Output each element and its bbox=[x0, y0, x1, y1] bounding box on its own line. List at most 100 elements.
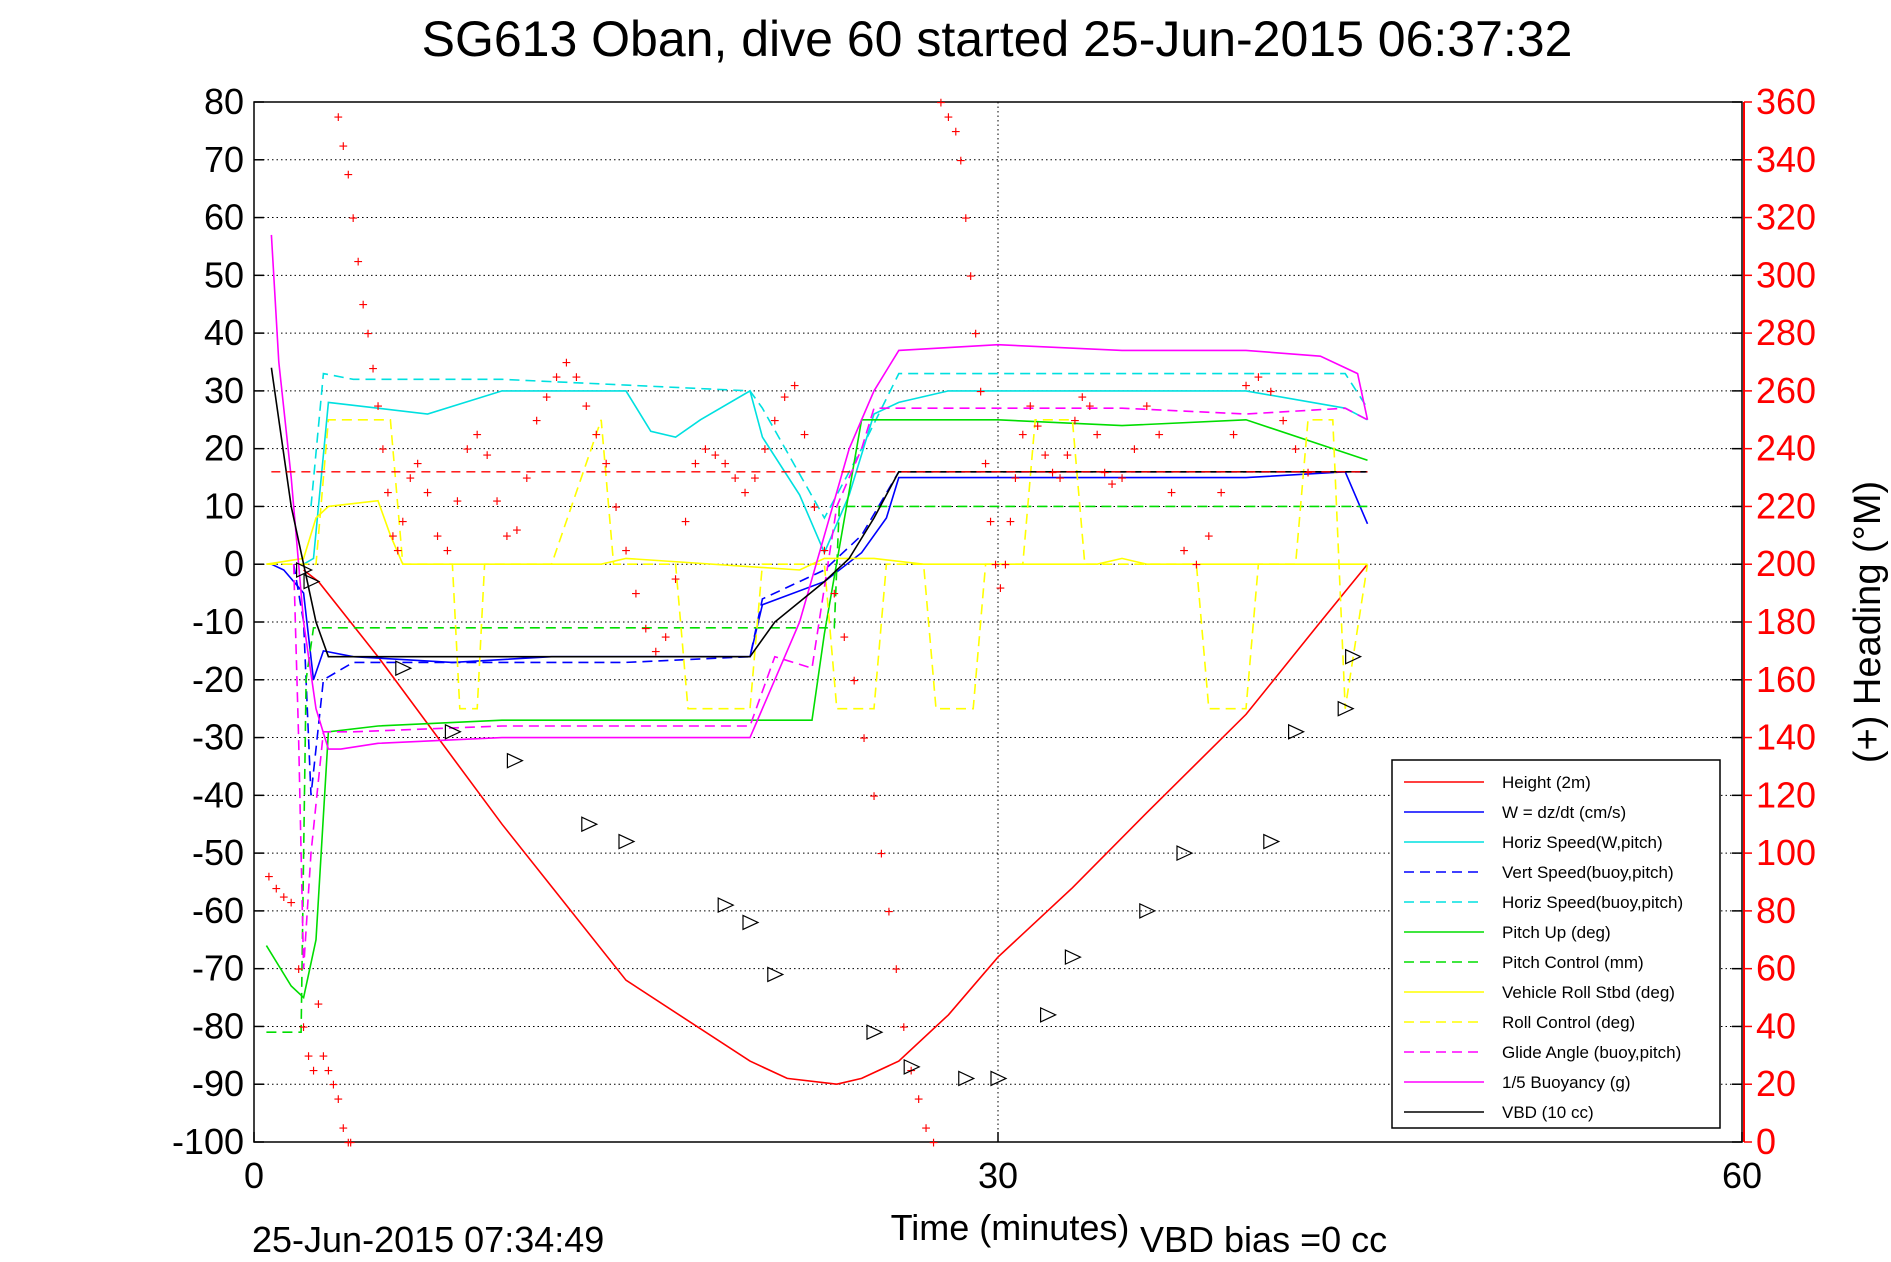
heading-point: + bbox=[991, 557, 1000, 574]
heading-point: + bbox=[264, 869, 273, 886]
heading-point: + bbox=[790, 378, 799, 395]
y-right-tick-label: 360 bbox=[1756, 81, 1816, 122]
heading-point: + bbox=[344, 1135, 353, 1152]
legend-label: Pitch Up (deg) bbox=[1502, 923, 1611, 942]
y-tick-label: 70 bbox=[204, 139, 244, 180]
triangle-marker bbox=[444, 723, 462, 740]
heading-point: + bbox=[532, 413, 541, 430]
y-tick-label: -10 bbox=[192, 601, 244, 642]
y-tick-label: 80 bbox=[204, 81, 244, 122]
y-right-tick-label: 180 bbox=[1756, 601, 1816, 642]
y-right-tick-label: 300 bbox=[1756, 254, 1816, 295]
heading-point: + bbox=[1363, 0, 1372, 4]
y-tick-label: -40 bbox=[192, 774, 244, 815]
heading-point: + bbox=[892, 962, 901, 979]
heading-point: + bbox=[929, 1135, 938, 1152]
heading-point: + bbox=[1107, 476, 1116, 493]
y-tick-label: -100 bbox=[172, 1121, 244, 1162]
heading-point: + bbox=[721, 456, 730, 473]
heading-point: + bbox=[800, 427, 809, 444]
heading-point: + bbox=[956, 153, 965, 170]
y-right-tick-label: 60 bbox=[1756, 948, 1796, 989]
triangle-marker bbox=[1176, 845, 1194, 862]
heading-point: + bbox=[884, 904, 893, 921]
heading-point: + bbox=[810, 499, 819, 516]
y-tick-label: -60 bbox=[192, 890, 244, 931]
legend-label: Pitch Control (mm) bbox=[1502, 953, 1644, 972]
y-tick-label: 10 bbox=[204, 485, 244, 526]
triangle-marker bbox=[1337, 700, 1355, 717]
heading-point: + bbox=[349, 211, 358, 228]
heading-point: + bbox=[1155, 427, 1164, 444]
heading-point: + bbox=[393, 543, 402, 560]
heading-point: + bbox=[443, 543, 452, 560]
heading-point: + bbox=[453, 494, 462, 511]
heading-point: + bbox=[601, 456, 610, 473]
heading-point: + bbox=[309, 1063, 318, 1080]
heading-point: + bbox=[562, 355, 571, 372]
heading-point: + bbox=[383, 485, 392, 502]
heading-point: + bbox=[961, 211, 970, 228]
y-tick-label: 20 bbox=[204, 428, 244, 469]
heading-point: + bbox=[1241, 378, 1250, 395]
triangle-marker bbox=[303, 573, 321, 590]
triangle-marker bbox=[717, 897, 735, 914]
heading-point: + bbox=[899, 1019, 908, 1036]
triangle-marker bbox=[395, 660, 413, 677]
heading-point: + bbox=[363, 326, 372, 343]
triangle-marker bbox=[296, 562, 314, 578]
y-right-tick-label: 220 bbox=[1756, 485, 1816, 526]
heading-point: + bbox=[1078, 390, 1087, 407]
heading-point: + bbox=[1167, 485, 1176, 502]
heading-point: + bbox=[951, 124, 960, 141]
heading-point: + bbox=[1040, 447, 1049, 464]
heading-point: + bbox=[344, 167, 353, 184]
y-tick-label: 60 bbox=[204, 197, 244, 238]
triangle-marker bbox=[618, 833, 636, 850]
heading-point: + bbox=[944, 109, 953, 126]
heading-point: + bbox=[314, 996, 323, 1013]
heading-point: + bbox=[701, 442, 710, 459]
triangle-marker bbox=[1039, 1006, 1058, 1023]
heading-point: + bbox=[406, 471, 415, 488]
heading-point: + bbox=[388, 528, 397, 545]
heading-point: + bbox=[981, 456, 990, 473]
heading-point: + bbox=[502, 528, 511, 545]
heading-point: + bbox=[711, 447, 720, 464]
heading-point: + bbox=[334, 1092, 343, 1109]
heading-point: + bbox=[671, 572, 680, 589]
heading-point: + bbox=[319, 1048, 328, 1065]
heading-point: + bbox=[971, 326, 980, 343]
heading-point: + bbox=[820, 543, 829, 560]
heading-point: + bbox=[368, 361, 377, 378]
heading-point: + bbox=[1063, 447, 1072, 464]
heading-point: + bbox=[921, 1121, 930, 1138]
y-tick-label: -70 bbox=[192, 948, 244, 989]
heading-point: + bbox=[1070, 413, 1079, 430]
heading-point: + bbox=[334, 109, 343, 126]
heading-series: + + + + + + + + + + + + + + + + + + + + + + + + + + + + + + + + + + + + + + + +… bbox=[264, 0, 1372, 1152]
triangle-marker bbox=[767, 966, 785, 983]
heading-point: + bbox=[1303, 465, 1312, 482]
heading-point: + bbox=[770, 413, 779, 430]
heading-point: + bbox=[730, 471, 739, 488]
triangle-marker bbox=[1064, 949, 1082, 966]
heading-point: + bbox=[592, 427, 601, 444]
heading-point: + bbox=[1192, 557, 1201, 574]
footer-vbd-bias: VBD bias =0 cc bbox=[1140, 1219, 1387, 1260]
triangle-marker bbox=[903, 1058, 921, 1075]
heading-point: + bbox=[373, 398, 382, 415]
series-line-0 bbox=[303, 563, 1369, 1086]
heading-point: + bbox=[542, 390, 551, 407]
triangle-marker bbox=[1345, 648, 1363, 665]
y-right-tick-label: 340 bbox=[1756, 139, 1816, 180]
heading-point: + bbox=[353, 254, 362, 271]
heading-point: + bbox=[582, 398, 591, 415]
heading-point: + bbox=[294, 962, 303, 979]
heading-point: + bbox=[1328, 0, 1337, 4]
heading-point: + bbox=[339, 138, 348, 155]
heading-point: + bbox=[1217, 485, 1226, 502]
heading-point: + bbox=[1316, 0, 1325, 4]
heading-point: + bbox=[1353, 0, 1362, 4]
